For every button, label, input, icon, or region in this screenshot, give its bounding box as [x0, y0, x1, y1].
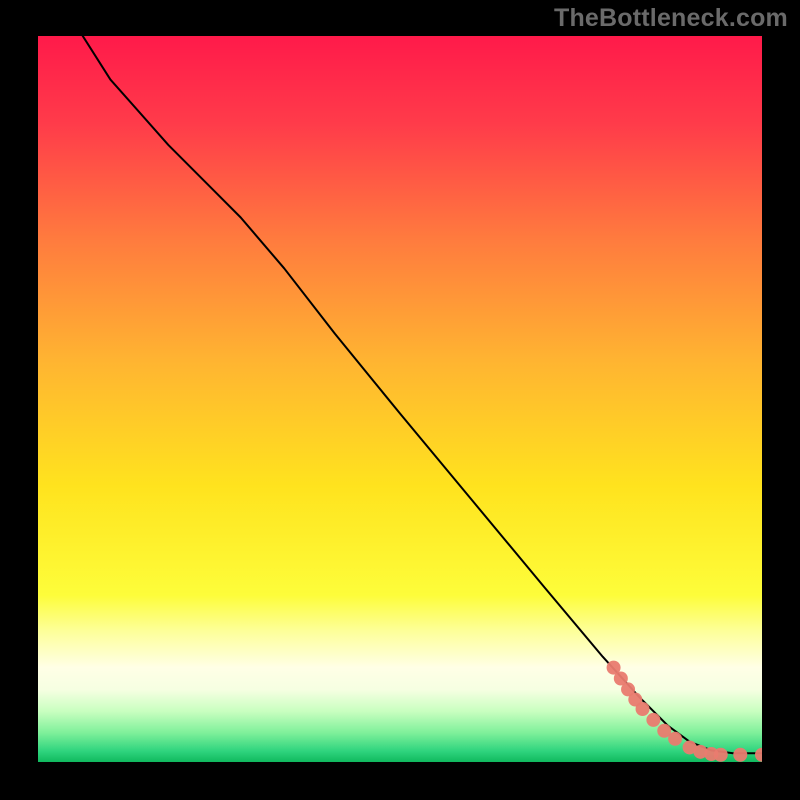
stage: TheBottleneck.com	[0, 0, 800, 800]
watermark-text: TheBottleneck.com	[554, 4, 788, 33]
data-marker	[755, 748, 762, 762]
data-marker	[733, 748, 747, 762]
bottleneck-curve	[60, 36, 762, 753]
data-marker	[668, 732, 682, 746]
data-marker	[636, 702, 650, 716]
plot-frame	[38, 36, 762, 762]
data-marker	[646, 713, 660, 727]
curve-layer	[38, 36, 762, 762]
data-marker	[714, 748, 728, 762]
